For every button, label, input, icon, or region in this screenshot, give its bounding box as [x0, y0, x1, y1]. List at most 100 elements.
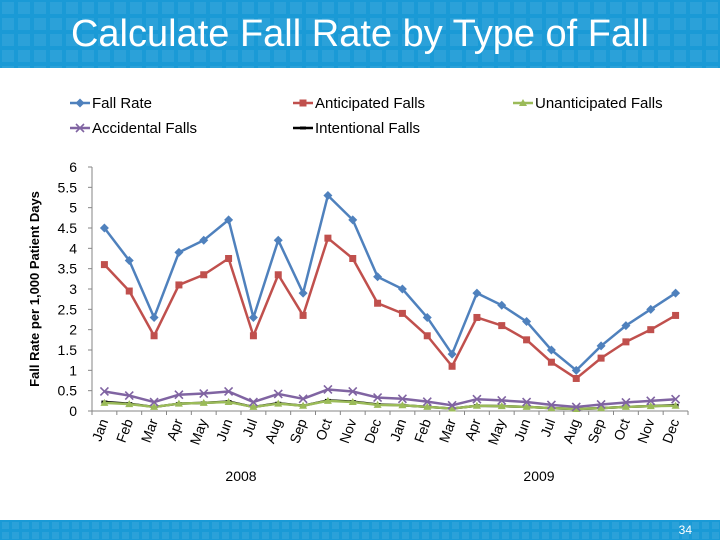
- x-tick-label: Jan: [88, 417, 111, 444]
- pattern-square: [402, 66, 414, 68]
- data-point: [497, 395, 507, 405]
- pattern-square: [338, 34, 350, 46]
- pattern-square: [338, 50, 350, 62]
- pattern-square: [42, 532, 49, 539]
- pattern-square: [162, 66, 174, 68]
- pattern-square: [466, 50, 478, 62]
- pattern-square: [2, 34, 14, 46]
- pattern-square: [322, 2, 334, 14]
- legend-label: Unanticipated Falls: [535, 95, 663, 112]
- pattern-square: [530, 18, 542, 30]
- x-tick-label: Feb: [113, 416, 136, 444]
- pattern-square: [402, 2, 414, 14]
- pattern-square: [658, 18, 670, 30]
- series-line: [104, 399, 676, 411]
- y-tick-label: 5.5: [58, 179, 78, 195]
- pattern-square: [690, 2, 702, 14]
- pattern-square: [658, 2, 670, 14]
- pattern-square: [482, 34, 494, 46]
- pattern-square: [370, 34, 382, 46]
- pattern-square: [622, 532, 629, 539]
- pattern-square: [372, 522, 379, 529]
- pattern-square: [642, 2, 654, 14]
- pattern-square: [212, 532, 219, 539]
- pattern-square: [66, 50, 78, 62]
- pattern-square: [98, 50, 110, 62]
- data-point: [249, 402, 258, 410]
- pattern-square: [692, 532, 699, 539]
- pattern-square: [242, 66, 254, 68]
- pattern-square: [610, 66, 622, 68]
- pattern-square: [290, 2, 302, 14]
- pattern-square: [594, 18, 606, 30]
- data-point: [397, 284, 407, 294]
- pattern-square: [2, 50, 14, 62]
- data-point: [150, 332, 158, 340]
- data-point: [348, 215, 358, 225]
- pattern-square: [178, 66, 190, 68]
- pattern-square: [290, 18, 302, 30]
- pattern-square: [682, 532, 689, 539]
- pattern-square: [50, 50, 62, 62]
- x-tick-label: Mar: [138, 416, 161, 444]
- pattern-square: [712, 532, 719, 539]
- pattern-square: [472, 522, 479, 529]
- pattern-square: [22, 532, 29, 539]
- series-line: [104, 388, 676, 409]
- data-point: [125, 287, 133, 295]
- pattern-square: [162, 50, 174, 62]
- pattern-square: [172, 522, 179, 529]
- pattern-square: [602, 532, 609, 539]
- pattern-square: [514, 18, 526, 30]
- pattern-square: [2, 66, 14, 68]
- pattern-square: [34, 66, 46, 68]
- data-point: [175, 281, 183, 289]
- data-point: [323, 384, 333, 395]
- pattern-square: [222, 532, 229, 539]
- pattern-square: [626, 50, 638, 62]
- pattern-square: [312, 532, 319, 539]
- pattern-square: [392, 532, 399, 539]
- pattern-square: [306, 18, 318, 30]
- pattern-square: [98, 66, 110, 68]
- pattern-square: [432, 532, 439, 539]
- pattern-square: [498, 50, 510, 62]
- pattern-square: [202, 522, 209, 529]
- pattern-square: [322, 18, 334, 30]
- pattern-square: [514, 34, 526, 46]
- x-tick-label: Nov: [634, 417, 658, 446]
- pattern-square: [498, 66, 510, 68]
- x-tick-label: Nov: [336, 417, 360, 446]
- pattern-square: [482, 50, 494, 62]
- data-point: [522, 397, 532, 407]
- pattern-square: [18, 34, 30, 46]
- data-point: [298, 288, 308, 298]
- pattern-square: [386, 50, 398, 62]
- pattern-square: [152, 532, 159, 539]
- pattern-square: [114, 18, 126, 30]
- data-point: [423, 402, 432, 410]
- pattern-square: [322, 34, 334, 46]
- x-tick-label: Apr: [461, 416, 484, 442]
- y-tick-label: 4: [69, 240, 77, 256]
- pattern-square: [114, 66, 126, 68]
- data-point: [174, 399, 183, 407]
- pattern-square: [242, 2, 254, 14]
- pattern-square: [114, 34, 126, 46]
- pattern-square: [546, 50, 558, 62]
- data-point: [597, 404, 606, 412]
- pattern-square: [172, 532, 179, 539]
- pattern-square: [132, 532, 139, 539]
- pattern-square: [658, 50, 670, 62]
- pattern-square: [674, 2, 686, 14]
- pattern-square: [702, 532, 709, 539]
- pattern-square: [674, 50, 686, 62]
- data-point: [199, 388, 209, 399]
- pattern-square: [692, 522, 699, 529]
- data-point: [596, 341, 606, 351]
- pattern-square: [130, 2, 142, 14]
- legend-marker: [519, 99, 527, 106]
- pattern-square: [514, 50, 526, 62]
- pattern-square: [382, 532, 389, 539]
